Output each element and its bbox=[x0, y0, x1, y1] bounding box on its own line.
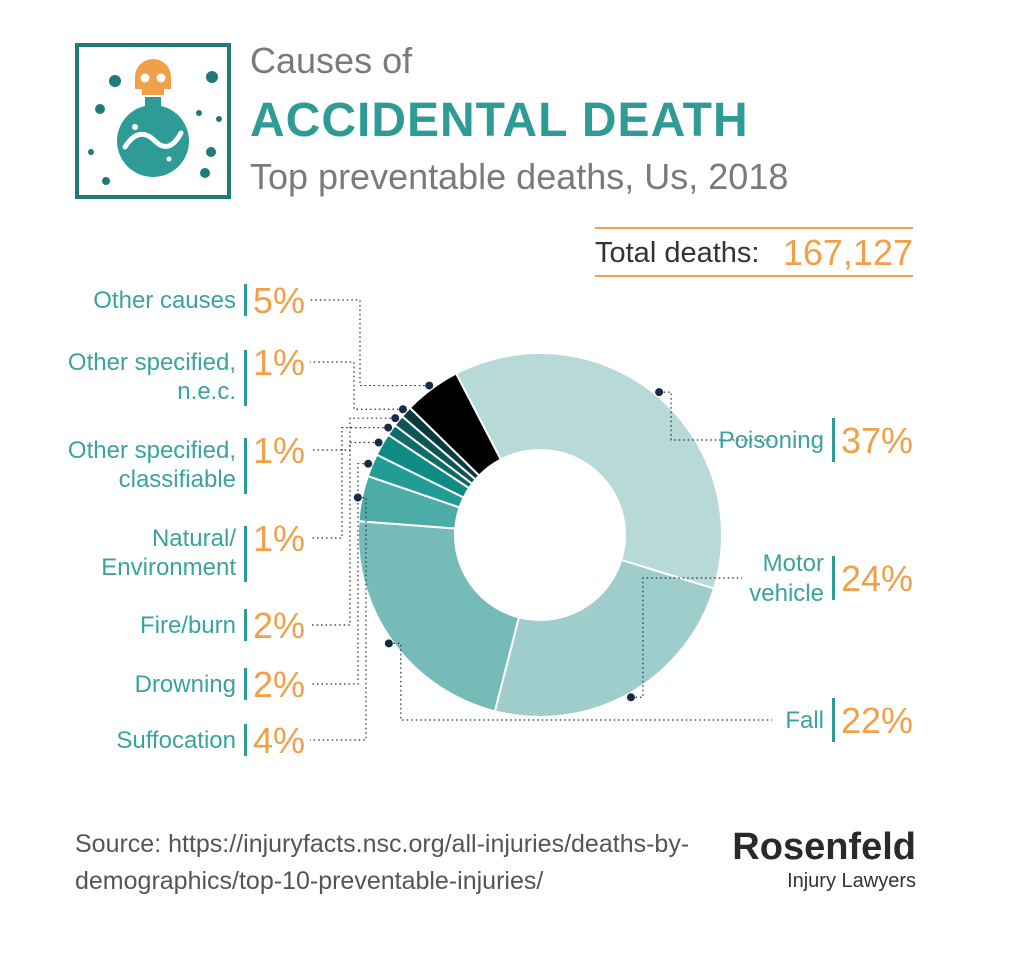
label-group-1: Motor vehicle 24% bbox=[749, 550, 913, 607]
percent-label-2: 22% bbox=[841, 700, 913, 741]
category-label-7-1: classifiable bbox=[119, 466, 236, 493]
slice-1 bbox=[493, 558, 716, 718]
percent-label-7: 1% bbox=[253, 430, 305, 471]
category-label-2-0: Fall bbox=[785, 707, 824, 734]
logo-icon bbox=[75, 43, 231, 199]
label-group-6: Natural/Environment 1% bbox=[101, 518, 305, 582]
brand-name: Rosenfeld bbox=[732, 826, 916, 868]
label-group-9: Other causes 5% bbox=[93, 280, 305, 321]
label-divider-2 bbox=[832, 698, 835, 742]
percent-label-8: 1% bbox=[253, 342, 305, 383]
category-label-9-0: Other causes bbox=[93, 287, 236, 314]
leader-line-5 bbox=[310, 441, 379, 626]
label-group-2: Fall 22% bbox=[785, 698, 913, 742]
percent-label-0: 37% bbox=[841, 420, 913, 461]
percent-label-3: 4% bbox=[253, 720, 305, 761]
total-deaths-value: 167,127 bbox=[782, 232, 913, 273]
leader-line-8 bbox=[310, 361, 403, 410]
label-group-4: Drowning 2% bbox=[135, 664, 305, 705]
percent-label-5: 2% bbox=[253, 605, 305, 646]
leader-line-7 bbox=[310, 417, 396, 451]
label-group-5: Fire/burn 2% bbox=[140, 605, 305, 646]
label-divider-7 bbox=[244, 438, 247, 494]
category-label-1-1: vehicle bbox=[749, 580, 824, 607]
category-label-8-0: Other specified, bbox=[68, 349, 236, 376]
leader-line-0 bbox=[659, 391, 772, 441]
slice-9 bbox=[408, 372, 503, 477]
page-title: ACCIDENTAL DEATH bbox=[250, 94, 749, 147]
percent-label-4: 2% bbox=[253, 664, 305, 705]
leader-line-2 bbox=[388, 642, 772, 721]
title-prefix: Causes of bbox=[250, 40, 413, 81]
category-label-4-0: Drowning bbox=[135, 671, 236, 698]
label-divider-0 bbox=[832, 418, 835, 462]
label-divider-9 bbox=[244, 284, 247, 316]
leader-line-6 bbox=[310, 426, 389, 539]
percent-label-9: 5% bbox=[253, 280, 305, 321]
label-divider-6 bbox=[244, 526, 247, 582]
category-label-0-0: Poisoning bbox=[719, 427, 824, 454]
label-divider-3 bbox=[244, 724, 247, 756]
label-group-8: Other specified,n.e.c. 1% bbox=[68, 342, 305, 406]
source-note: Source: https://injuryfacts.nsc.org/all-… bbox=[75, 830, 690, 895]
page-subtitle: Top preventable deaths, Us, 2018 bbox=[250, 156, 789, 197]
percent-label-6: 1% bbox=[253, 518, 305, 559]
label-divider-5 bbox=[244, 609, 247, 641]
label-divider-8 bbox=[244, 350, 247, 406]
category-label-6-1: Environment bbox=[101, 554, 236, 581]
brand-tagline: Injury Lawyers bbox=[787, 870, 916, 892]
leader-line-4 bbox=[310, 463, 369, 685]
category-label-1-0: Motor bbox=[763, 550, 824, 577]
label-group-7: Other specified,classifiable 1% bbox=[68, 430, 305, 494]
slice-0 bbox=[454, 352, 723, 590]
slice-2 bbox=[357, 520, 521, 713]
total-deaths-box: Total deaths: 167,127 bbox=[595, 227, 913, 277]
category-label-3-0: Suffocation bbox=[116, 727, 236, 754]
label-divider-4 bbox=[244, 668, 247, 700]
label-group-0: Poisoning 37% bbox=[719, 418, 913, 462]
category-label-7-0: Other specified, bbox=[68, 437, 236, 464]
category-label-5-0: Fire/burn bbox=[140, 612, 236, 639]
total-deaths-label: Total deaths: bbox=[595, 237, 760, 269]
percent-label-1: 24% bbox=[841, 558, 913, 599]
label-divider-1 bbox=[832, 556, 835, 600]
leader-line-9 bbox=[310, 299, 430, 387]
donut-chart: Poisoning 37% Motor vehicle 24% Fall 22% Suffoc… bbox=[68, 280, 913, 761]
label-group-3: Suffocation 4% bbox=[116, 720, 305, 761]
category-label-6-0: Natural/ bbox=[152, 525, 236, 552]
category-label-8-1: n.e.c. bbox=[177, 378, 236, 405]
leader-line-1 bbox=[630, 577, 742, 698]
